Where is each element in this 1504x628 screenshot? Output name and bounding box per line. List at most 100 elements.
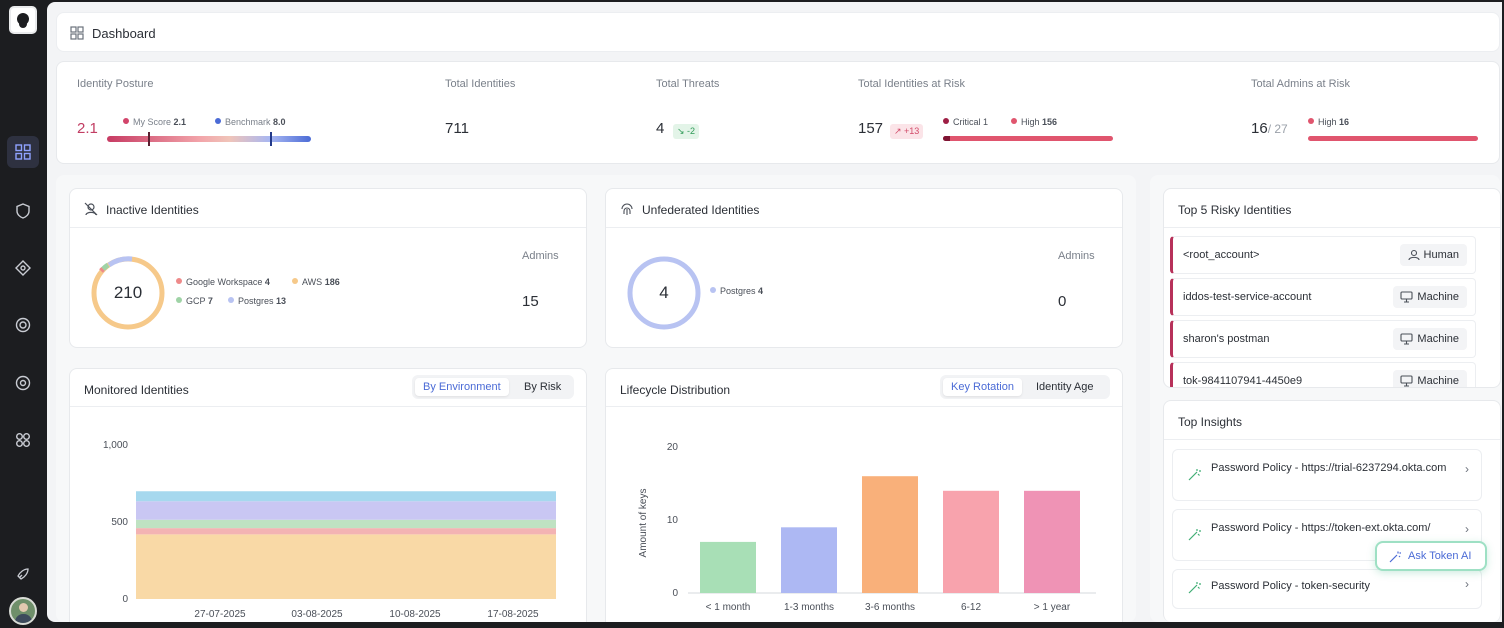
high-count: High 156 — [1011, 117, 1057, 127]
at-risk-delta-badge: ↗ +13 — [890, 124, 924, 139]
fingerprint-icon — [621, 203, 633, 215]
risky-identities-card: Top 5 Risky Identities <root_account> Hu… — [1163, 188, 1501, 388]
shield-icon — [16, 203, 30, 219]
page-header: Dashboard — [56, 12, 1500, 52]
bar — [781, 527, 837, 593]
y-tick-label: 1,000 — [103, 440, 128, 451]
unfederated-admins-value: 0 — [1058, 293, 1067, 310]
area-series — [136, 501, 556, 520]
risky-identity-row[interactable]: iddos-test-service-account Machine — [1170, 278, 1476, 316]
rocket-icon — [17, 568, 29, 580]
x-tick-label: 17-08-2025 — [487, 609, 539, 620]
page-title: Dashboard — [92, 26, 156, 41]
at-risk-label: Total Identities at Risk — [858, 78, 965, 90]
risky-identity-row[interactable]: tok-9841107941-4450e9 Machine — [1170, 362, 1476, 387]
bar — [862, 476, 918, 593]
x-tick-label: 6-12 — [961, 602, 981, 613]
monitor-icon — [1400, 333, 1413, 345]
inactive-donut — [91, 256, 165, 330]
main-content: Dashboard Identity Posture 2.1 My Score … — [47, 2, 1502, 622]
bar — [700, 541, 756, 593]
risky-identity-row[interactable]: sharon's postman Machine — [1170, 320, 1476, 358]
y-tick-label: 0 — [122, 594, 128, 605]
admins-bar — [1308, 136, 1478, 141]
benchmark-score: Benchmark 8.0 — [215, 117, 286, 127]
legend-postgres: Postgres 13 — [228, 296, 286, 306]
sidebar-item-integrations[interactable] — [7, 424, 39, 456]
sidebar-item-network[interactable] — [7, 252, 39, 284]
sidebar-item-identity[interactable] — [7, 367, 39, 399]
unfederated-title: Unfederated Identities — [642, 203, 760, 217]
tab-identity-age[interactable]: Identity Age — [1036, 381, 1094, 393]
magic-wand-icon — [1188, 469, 1201, 481]
x-tick-label: 03-08-2025 — [291, 609, 343, 620]
unfederated-identities-card[interactable]: Unfederated Identities 4 Postgres 4 Admi… — [605, 188, 1123, 348]
legend-postgres: Postgres 4 — [710, 286, 763, 296]
sidebar-item-dashboard[interactable] — [7, 136, 39, 168]
legend-aws: AWS 186 — [292, 277, 340, 287]
x-tick-label: 1-3 months — [784, 602, 834, 613]
risky-title: Top 5 Risky Identities — [1178, 203, 1292, 217]
identity-type-badge: Machine — [1393, 328, 1467, 350]
app-logo[interactable] — [9, 6, 37, 34]
user-off-icon — [84, 202, 98, 216]
posture-bar — [107, 136, 311, 142]
area-series — [136, 528, 556, 535]
tab-by-environment[interactable]: By Environment — [415, 378, 509, 396]
inactive-admins-value: 15 — [522, 293, 539, 310]
critical-count: Critical 1 — [943, 117, 988, 127]
chevron-right-icon: › — [1465, 577, 1469, 591]
identity-type-badge: Human — [1399, 244, 1467, 266]
my-score: My Score 2.1 — [123, 117, 186, 127]
y-axis-label: Amount of keys — [638, 489, 649, 558]
inactive-identities-card[interactable]: Inactive Identities 210 Google Workspace… — [69, 188, 587, 348]
chevron-right-icon: › — [1465, 522, 1469, 536]
ask-token-ai-button[interactable]: Ask Token AI — [1375, 541, 1487, 571]
y-tick-label: 10 — [667, 515, 679, 526]
identities-label: Total Identities — [445, 78, 516, 90]
monitor-icon — [1400, 291, 1413, 303]
monitored-tab-group: By Environment By Risk — [412, 375, 574, 399]
identity-name: iddos-test-service-account — [1183, 291, 1312, 303]
insight-item[interactable]: Password Policy - https://trial-6237294.… — [1172, 449, 1482, 501]
user-avatar[interactable] — [9, 597, 37, 625]
unfederated-admins-label: Admins — [1058, 250, 1095, 262]
sidebar — [0, 0, 47, 628]
unfederated-donut — [627, 256, 701, 330]
at-risk-bar — [943, 136, 1113, 141]
tab-key-rotation[interactable]: Key Rotation — [943, 378, 1022, 396]
bar — [943, 490, 999, 593]
integrations-icon — [16, 433, 30, 447]
y-tick-label: 20 — [667, 442, 679, 453]
admins-high-count: High 16 — [1308, 117, 1349, 127]
risky-identity-row[interactable]: <root_account> Human — [1170, 236, 1476, 274]
identity-name: sharon's postman — [1183, 333, 1270, 345]
area-series — [136, 491, 556, 502]
monitored-area-chart: 1,000 500 0 27-07-2025 03-08-2025 10-08-2025 1… — [103, 440, 556, 620]
insights-title: Top Insights — [1178, 415, 1243, 429]
sidebar-item-shield[interactable] — [7, 195, 39, 227]
legend-gcp: GCP 7 — [176, 296, 213, 306]
sidebar-item-launch[interactable] — [7, 558, 39, 590]
area-series — [136, 534, 556, 599]
tab-by-risk[interactable]: By Risk — [524, 381, 562, 393]
sidebar-item-target[interactable] — [7, 309, 39, 341]
insight-item[interactable]: Password Policy - token-security › — [1172, 569, 1482, 609]
target-icon — [15, 317, 31, 333]
lifecycle-bar-chart: Amount of keys 0 10 20 < 1 month 1-3 months 3-… — [638, 442, 1096, 613]
user-icon — [1407, 249, 1420, 261]
insight-text: Password Policy - https://trial-6237294.… — [1211, 462, 1447, 474]
top-insights-card: Top Insights Password Policy - https://t… — [1163, 400, 1501, 622]
dashboard-icon — [15, 144, 31, 160]
admins-label: Total Admins at Risk — [1251, 78, 1351, 90]
unfederated-total: 4 — [659, 283, 669, 302]
insight-text: Password Policy - token-security — [1211, 580, 1370, 592]
bar — [1024, 490, 1080, 593]
at-risk-value: 157 — [858, 120, 884, 137]
admins-value: 16/ 27 — [1251, 120, 1288, 137]
benchmark-marker — [270, 132, 272, 146]
inactive-admins-label: Admins — [522, 250, 559, 262]
identity-type-badge: Machine — [1393, 370, 1467, 387]
my-score-marker — [148, 132, 150, 146]
kpi-strip: Identity Posture 2.1 My Score 2.1 Benchm… — [56, 61, 1500, 164]
